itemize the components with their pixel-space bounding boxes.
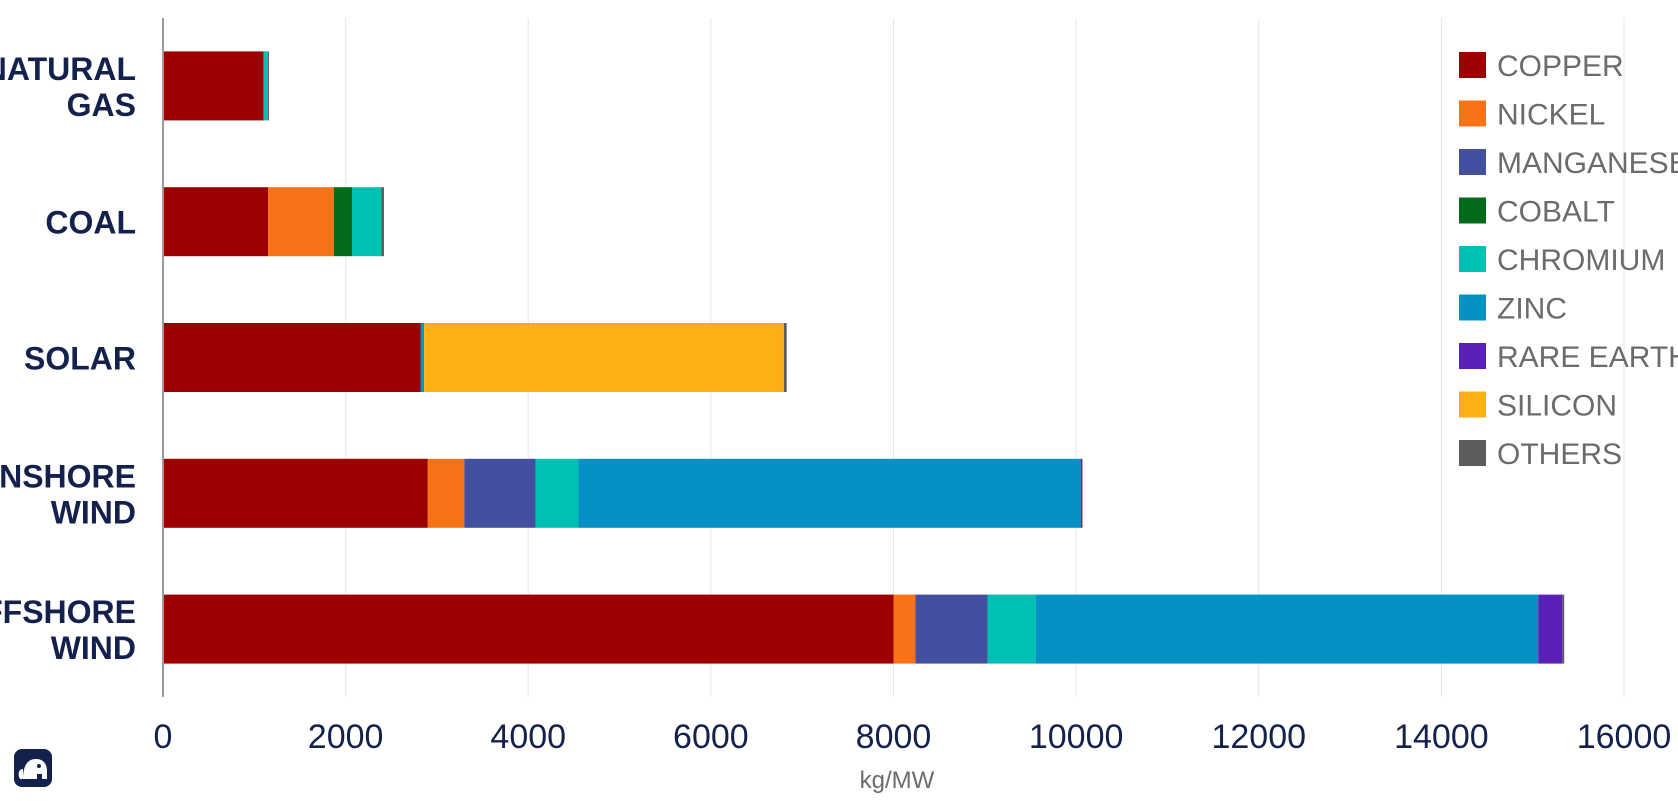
bar-segment <box>268 187 334 257</box>
x-tick-label: 0 <box>154 718 173 756</box>
bar-segment <box>333 187 353 257</box>
x-tick-label: 4000 <box>490 718 566 756</box>
bar-segment <box>915 594 988 664</box>
bar-segment <box>420 323 425 392</box>
bar-segment <box>163 187 269 257</box>
category-label: ONSHORE <box>0 458 136 494</box>
x-tick-label: 16000 <box>1577 718 1672 756</box>
bar-segment <box>163 594 894 664</box>
bar-segment <box>1538 594 1563 664</box>
bar-segment <box>163 323 421 392</box>
legend-label: RARE EARTHS <box>1497 341 1678 374</box>
bar-segment <box>1082 458 1083 528</box>
legend-swatch <box>1459 197 1486 224</box>
bar-segment <box>424 323 784 392</box>
x-tick-label: 6000 <box>673 718 749 756</box>
legend-swatch <box>1459 149 1486 175</box>
legend-label: COBALT <box>1497 196 1615 229</box>
category-label: GAS <box>67 87 136 123</box>
category-labels: NATURALGASCOALSOLARONSHOREWINDOFFSHOREWI… <box>0 51 136 666</box>
x-axis-title: kg/MW <box>860 767 935 794</box>
legend: COPPER NICKEL MANGANESE COBALT CHROMIUM ZINC R… <box>1459 50 1678 471</box>
x-tick-label: 2000 <box>308 718 384 756</box>
bar-segment <box>163 51 264 121</box>
category-label: NATURAL <box>0 51 136 87</box>
elephant-icon <box>14 749 52 787</box>
bars <box>163 51 1565 664</box>
bar-segment <box>987 594 1036 664</box>
bar-segment <box>381 187 384 257</box>
x-tick-label: 14000 <box>1394 718 1489 756</box>
bar-segment <box>263 51 269 121</box>
bar-segment <box>1080 458 1083 528</box>
category-label: COAL <box>45 205 136 241</box>
legend-swatch <box>1459 100 1486 127</box>
bar-segment <box>163 458 428 528</box>
bar-segment <box>268 51 269 121</box>
legend-label: NICKEL <box>1497 99 1605 132</box>
x-tick-labels: 0 2000 4000 6000 8000 10000 12000 14000 16000 <box>154 718 1672 756</box>
legend-swatch <box>1459 294 1486 321</box>
bar-segment <box>352 187 382 257</box>
category-label: SOLAR <box>24 341 136 377</box>
legend-swatch <box>1459 52 1486 78</box>
legend-swatch <box>1459 343 1486 369</box>
bar-segment <box>535 458 579 528</box>
category-label: OFFSHORE <box>0 594 136 630</box>
legend-swatch <box>1459 440 1486 466</box>
legend-label: MANGANESE <box>1497 147 1678 180</box>
category-label: WIND <box>51 630 136 666</box>
bar-segment <box>1562 594 1565 664</box>
bar-segment <box>427 458 465 528</box>
legend-label: SILICON <box>1497 390 1617 423</box>
category-label: WIND <box>51 494 136 530</box>
x-tick-label: 12000 <box>1211 718 1306 756</box>
legend-swatch <box>1459 246 1486 272</box>
legend-label: COPPER <box>1497 50 1624 83</box>
legend-label: OTHERS <box>1497 438 1622 471</box>
bar-segment <box>1035 594 1539 664</box>
bar-segment <box>464 458 536 528</box>
legend-label: ZINC <box>1497 293 1567 326</box>
bar-segment <box>893 594 916 664</box>
bar-segment <box>783 323 787 392</box>
bar-segment <box>578 458 1081 528</box>
legend-label: CHROMIUM <box>1497 244 1665 277</box>
legend-swatch <box>1459 391 1486 418</box>
x-tick-label: 8000 <box>856 718 932 756</box>
x-tick-label: 10000 <box>1029 718 1124 756</box>
